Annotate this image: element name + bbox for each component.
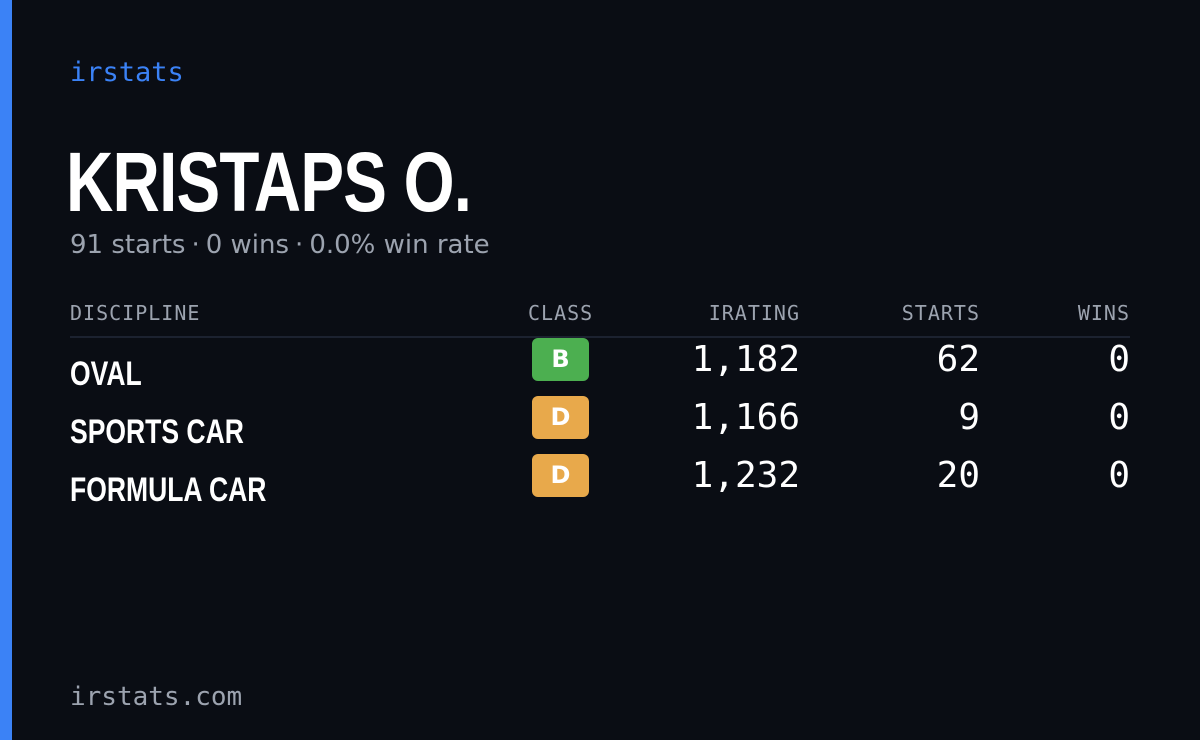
brand-logo: irstats bbox=[70, 57, 184, 88]
table-row: OVAL B 1,182 62 0 bbox=[70, 338, 1130, 396]
table-row: FORMULA CAR D 1,232 20 0 bbox=[70, 454, 1130, 512]
irating-value: 1,232 bbox=[691, 455, 800, 496]
class-badge: B bbox=[532, 338, 589, 381]
wins-value: 0 bbox=[1108, 455, 1130, 496]
discipline-name: OVAL bbox=[70, 355, 142, 393]
class-badge: D bbox=[532, 454, 589, 497]
starts-value: 9 bbox=[958, 397, 980, 438]
accent-bar bbox=[0, 0, 12, 740]
win-rate-summary: 0.0% win rate bbox=[309, 230, 490, 260]
irating-value: 1,182 bbox=[691, 339, 800, 380]
table-header: DISCIPLINE CLASS IRATING STARTS WINS bbox=[70, 296, 1130, 338]
starts-value: 20 bbox=[936, 455, 980, 496]
discipline-name: SPORTS CAR bbox=[70, 413, 244, 451]
discipline-name: FORMULA CAR bbox=[70, 471, 267, 509]
player-summary: 91 starts · 0 wins · 0.0% win rate bbox=[70, 228, 490, 262]
header-wins: WINS bbox=[1077, 301, 1130, 325]
table-row: SPORTS CAR D 1,166 9 0 bbox=[70, 396, 1130, 454]
class-badge: D bbox=[532, 396, 589, 439]
footer-url: irstats.com bbox=[70, 682, 243, 712]
header-discipline: DISCIPLINE bbox=[70, 301, 201, 325]
separator: · bbox=[191, 230, 200, 260]
header-starts: STARTS bbox=[901, 301, 980, 325]
header-irating: IRATING bbox=[708, 301, 800, 325]
wins-summary: 0 wins bbox=[205, 230, 290, 260]
starts-value: 62 bbox=[936, 339, 980, 380]
wins-value: 0 bbox=[1108, 339, 1130, 380]
player-name: KRISTAPS O. bbox=[66, 135, 472, 229]
starts-summary: 91 starts bbox=[70, 230, 186, 260]
stats-table: DISCIPLINE CLASS IRATING STARTS WINS OVA… bbox=[70, 296, 1130, 512]
header-class: CLASS bbox=[528, 301, 594, 325]
separator: · bbox=[295, 230, 304, 260]
wins-value: 0 bbox=[1108, 397, 1130, 438]
irating-value: 1,166 bbox=[691, 397, 800, 438]
